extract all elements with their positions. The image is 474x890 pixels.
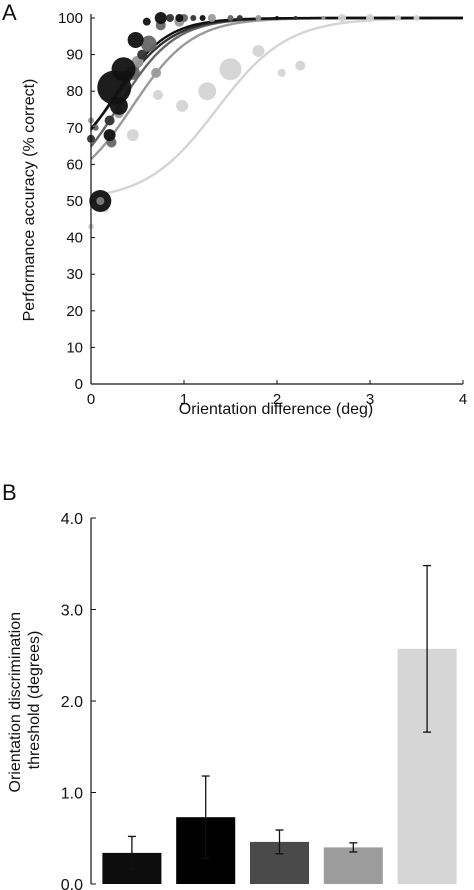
y-tick-label: 4.0 bbox=[61, 511, 83, 528]
fit-curve-series-1 bbox=[90, 16, 463, 131]
panel-b-y-axis-label-line-1: Orientation discrimination bbox=[7, 612, 24, 793]
y-tick-label: 0 bbox=[75, 376, 83, 393]
data-point-series-3 bbox=[92, 124, 99, 131]
data-point-series-5 bbox=[252, 44, 265, 57]
bar-4 bbox=[323, 847, 383, 884]
data-point-series-5 bbox=[338, 14, 347, 22]
y-tick-label: 1.0 bbox=[61, 786, 83, 803]
y-tick-label: 30 bbox=[66, 266, 83, 283]
data-point-series-4 bbox=[321, 16, 326, 20]
panel-b-marks bbox=[102, 564, 457, 884]
data-point-series-4 bbox=[255, 15, 262, 21]
data-point-series-2 bbox=[137, 49, 148, 60]
panel-b-y-axis-label: Orientation discrimination threshold (de… bbox=[7, 608, 43, 793]
data-point-series-5 bbox=[295, 60, 306, 71]
x-tick-label: 4 bbox=[459, 391, 467, 408]
data-point-series-5 bbox=[394, 15, 401, 21]
data-point-series-5 bbox=[366, 14, 374, 22]
y-tick-label: 80 bbox=[66, 83, 83, 100]
y-tick-label: 90 bbox=[66, 47, 83, 64]
data-point-series-5 bbox=[126, 129, 139, 142]
panel-a-y-axis-label: Performance accuracy (% correct) bbox=[21, 79, 38, 322]
y-tick-label: 3.0 bbox=[61, 603, 83, 620]
y-tick-label: 60 bbox=[66, 156, 83, 173]
y-tick-label: 70 bbox=[66, 120, 83, 137]
data-point-series-2 bbox=[166, 14, 175, 22]
y-tick-label: 40 bbox=[66, 230, 83, 247]
y-tick-label: 100 bbox=[58, 10, 83, 27]
data-point-series-2 bbox=[104, 115, 115, 126]
panel-a-axes: 0 10 20 30 40 50 60 70 80 90 100 0 1 2 3 4 bbox=[58, 10, 467, 408]
data-point-series-5 bbox=[219, 58, 242, 81]
data-point-series-3 bbox=[140, 35, 157, 52]
panel-a-label: A bbox=[2, 0, 17, 25]
panel-a-chart: A 0 10 20 30 40 50 60 70 80 90 100 0 1 2 3 4 Orientatio… bbox=[2, 0, 467, 418]
x-tick-label: 3 bbox=[366, 391, 374, 408]
data-point-series-1 bbox=[199, 15, 206, 21]
panel-a-x-axis-label: Orientation difference (deg) bbox=[179, 401, 373, 418]
x-tick-label: 2 bbox=[273, 391, 281, 408]
y-tick-label: 0.0 bbox=[61, 877, 83, 890]
x-tick-label: 0 bbox=[87, 391, 95, 408]
data-point-series-1 bbox=[175, 14, 184, 22]
data-point-series-1 bbox=[111, 57, 136, 82]
panel-b-label: B bbox=[2, 480, 17, 505]
panel-b-chart: B 0.0 1.0 2.0 3.0 4.0 Orientation discrimina… bbox=[2, 480, 457, 890]
y-tick-label: 10 bbox=[66, 339, 83, 356]
data-point-series-2 bbox=[236, 15, 243, 21]
panel-b-y-axis-label-line-2: threshold (degrees) bbox=[26, 631, 43, 770]
data-point-series-5 bbox=[413, 15, 420, 21]
data-point-core bbox=[96, 197, 105, 205]
data-point-series-1 bbox=[142, 17, 151, 26]
data-point-series-5 bbox=[198, 82, 217, 101]
data-point-series-5 bbox=[277, 68, 286, 77]
fit-curve-series-2 bbox=[90, 16, 463, 130]
data-point-series-1 bbox=[154, 12, 167, 24]
x-tick-label: 1 bbox=[180, 391, 188, 408]
data-point-series-2 bbox=[293, 16, 298, 20]
data-point-series-5 bbox=[152, 89, 163, 100]
panel-a-marks bbox=[87, 12, 463, 230]
data-point-series-3 bbox=[227, 15, 234, 21]
data-point-series-1 bbox=[103, 129, 116, 142]
y-tick-label: 20 bbox=[66, 303, 83, 320]
y-tick-label: 2.0 bbox=[61, 694, 83, 711]
data-point-series-4 bbox=[207, 14, 216, 22]
y-tick-label: 50 bbox=[66, 193, 83, 210]
data-point-series-5 bbox=[176, 99, 189, 112]
data-point-series-1 bbox=[127, 31, 144, 48]
panel-b-axes: 0.0 1.0 2.0 3.0 4.0 bbox=[61, 511, 96, 890]
data-point-series-4 bbox=[151, 67, 162, 78]
data-point-series-1 bbox=[275, 16, 279, 20]
data-point-series-2 bbox=[190, 15, 197, 21]
